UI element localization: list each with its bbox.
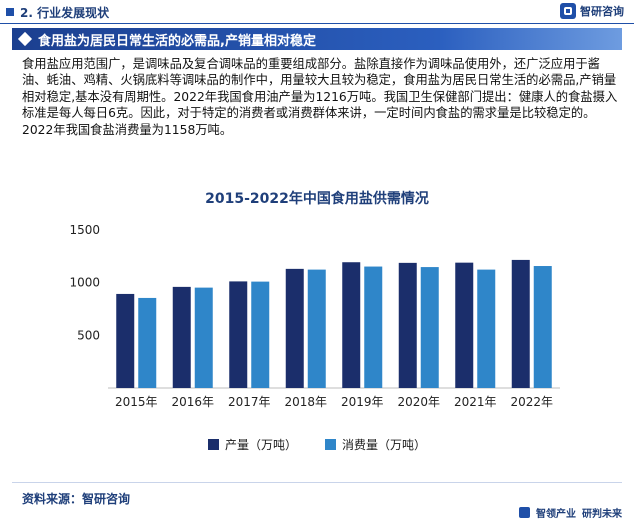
bar-consumption-6 xyxy=(477,269,496,388)
footer-divider xyxy=(12,482,622,483)
section-label: 2. 行业发展现状 xyxy=(0,0,109,24)
legend-item-consumption: 消费量（万吨） xyxy=(325,436,426,453)
title-bar-text: 食用盐为居民日常生活的必需品,产销量相对稳定 xyxy=(38,33,316,49)
top-divider xyxy=(0,23,634,24)
bar-production-0 xyxy=(116,293,135,388)
x-tick-label-0: 2015年 xyxy=(115,395,158,409)
bar-production-3 xyxy=(285,268,304,388)
x-tick-label-6: 2021年 xyxy=(454,395,497,409)
brand-name: 智研咨询 xyxy=(580,5,624,18)
footer-brand: 智领产业 研判未来 xyxy=(519,505,622,520)
y-tick-label-1: 1000 xyxy=(69,276,100,290)
body-paragraph: 食用盐应用范围广，是调味品及复合调味品的重要组成部分。盐除直接作为调味品使用外，… xyxy=(22,57,618,137)
legend-item-production: 产量（万吨） xyxy=(207,436,297,453)
title-bar: 食用盐为居民日常生活的必需品,产销量相对稳定 xyxy=(12,28,622,50)
bar-consumption-0 xyxy=(138,297,157,388)
bar-consumption-1 xyxy=(194,287,213,388)
bar-production-2 xyxy=(229,281,248,388)
x-tick-label-4: 2019年 xyxy=(341,395,384,409)
top-bar: 2. 行业发展现状 智研咨询 xyxy=(0,0,634,24)
bar-consumption-2 xyxy=(251,281,270,388)
x-tick-label-2: 2017年 xyxy=(228,395,271,409)
legend-label-production: 产量（万吨） xyxy=(224,438,297,452)
y-tick-label-0: 500 xyxy=(77,328,100,342)
y-tick-label-2: 1500 xyxy=(69,223,100,237)
chart-legend: 产量（万吨） 消费量（万吨） xyxy=(0,436,634,453)
legend-label-consumption: 消费量（万吨） xyxy=(342,438,427,452)
legend-swatch-production xyxy=(207,439,219,450)
x-tick-label-5: 2020年 xyxy=(397,395,440,409)
diamond-icon xyxy=(17,31,33,47)
bar-production-4 xyxy=(342,262,361,388)
source-note: 资料来源：智研咨询 xyxy=(22,492,131,506)
chart-title: 2015-2022年中国食用盐供需情况 xyxy=(205,191,429,207)
footer-brand-left: 智领产业 xyxy=(536,509,576,520)
brand: 智研咨询 xyxy=(560,3,624,19)
x-tick-label-7: 2022年 xyxy=(510,395,553,409)
bar-production-5 xyxy=(398,262,417,388)
legend-swatch-consumption xyxy=(325,439,336,450)
bar-consumption-5 xyxy=(420,267,439,388)
bar-consumption-4 xyxy=(364,266,383,388)
footer-brand-right: 研判未来 xyxy=(582,509,622,520)
section-label-text: 2. 行业发展现状 xyxy=(20,5,110,20)
section-marker-icon xyxy=(6,8,14,16)
footer-logo-icon xyxy=(519,507,530,518)
bar-consumption-7 xyxy=(533,266,552,388)
bar-production-6 xyxy=(455,262,474,388)
x-tick-label-1: 2016年 xyxy=(171,395,214,409)
bar-production-7 xyxy=(511,259,530,388)
bar-consumption-3 xyxy=(307,269,326,388)
bar-chart: 500 1000 1500 2015年 2016年 2017年 2018年 2019年 2020… xyxy=(69,223,560,409)
brand-logo-icon xyxy=(560,3,576,19)
bar-production-1 xyxy=(172,286,191,388)
x-tick-label-3: 2018年 xyxy=(284,395,327,409)
